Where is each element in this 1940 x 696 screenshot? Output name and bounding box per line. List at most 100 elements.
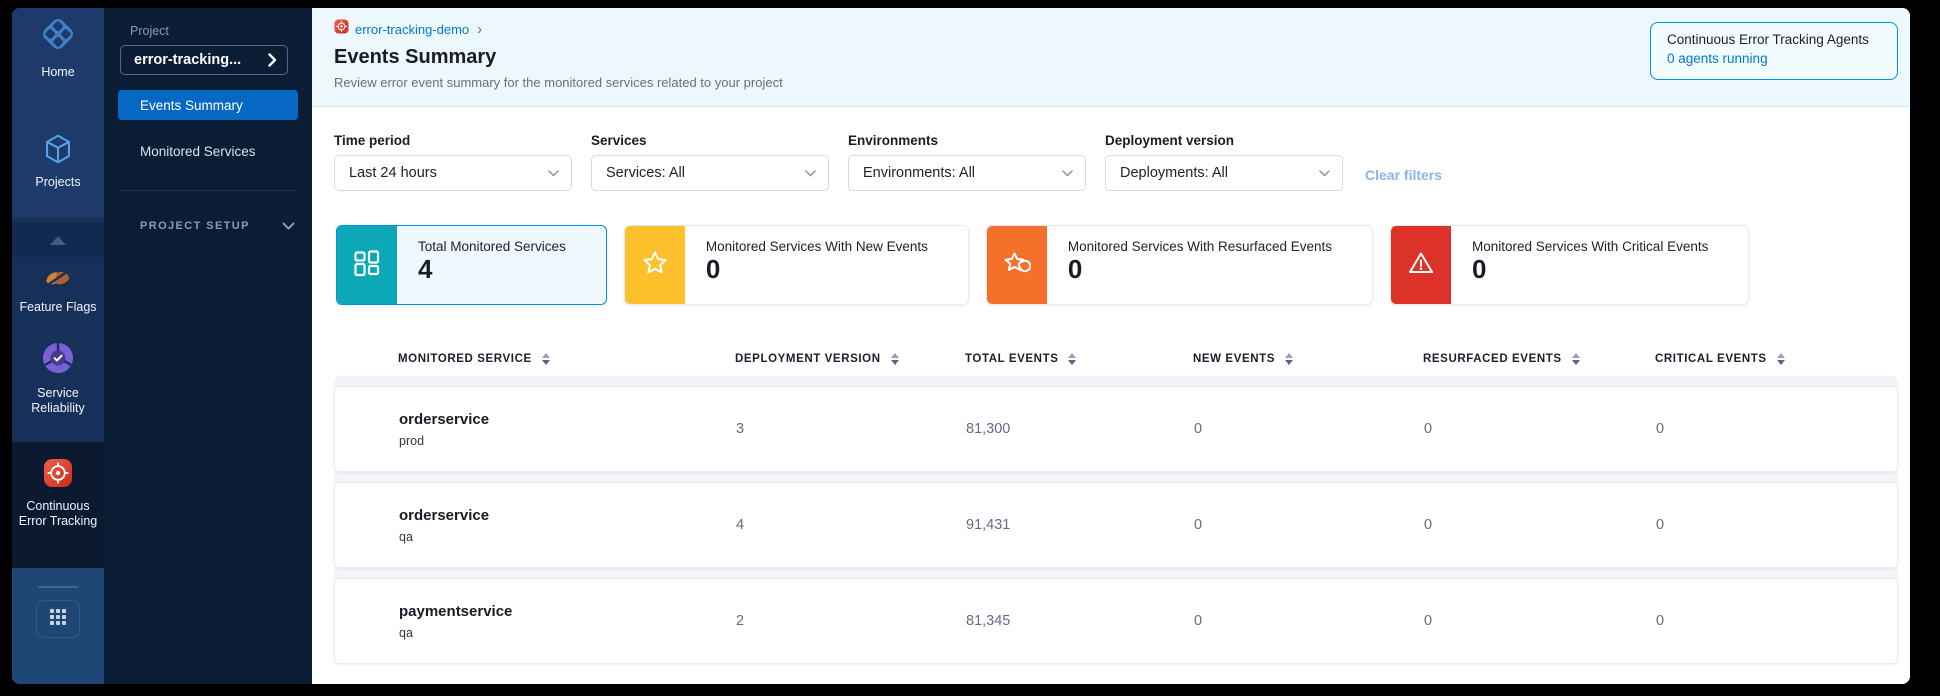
chevron-right-icon — [268, 53, 277, 67]
table-body: orderservice prod 3 81,300 0 0 0 orderse… — [334, 376, 1898, 664]
sidebar-item-events-summary[interactable]: Events Summary — [118, 90, 298, 120]
critical-events-cell: 0 — [1656, 421, 1665, 437]
new-events-cell: 0 — [1194, 613, 1203, 629]
sort-icon[interactable] — [1068, 353, 1077, 365]
card-critical-events[interactable]: Monitored Services With Critical Events … — [1390, 225, 1750, 305]
new-events-cell: 0 — [1194, 517, 1203, 533]
service-environment: qa — [399, 529, 413, 544]
rail-item-feature-flags[interactable]: Feature Flags — [12, 267, 104, 315]
harness-logo-icon — [36, 14, 80, 59]
rail-item-home[interactable]: Home — [12, 8, 104, 80]
waffle-grid-icon — [49, 608, 67, 631]
page-header: error-tracking-demo › Events Summary Rev… — [312, 8, 1910, 107]
card-icon-block — [986, 226, 1047, 304]
deployment-version-cell: 3 — [736, 421, 745, 437]
critical-events-cell: 0 — [1656, 517, 1665, 533]
warning-icon — [1407, 249, 1435, 282]
new-events-cell: 0 — [1194, 421, 1203, 437]
resurfaced-events-cell: 0 — [1424, 421, 1433, 437]
clear-filters-button[interactable]: Clear filters — [1365, 167, 1443, 183]
sort-icon[interactable] — [541, 353, 550, 365]
card-value: 4 — [418, 254, 433, 284]
rail-item-service-reliability[interactable]: Service Reliability — [12, 341, 104, 416]
deployments-value: Deployments: All — [1120, 165, 1228, 181]
card-title: Monitored Services With Critical Events — [1472, 239, 1709, 254]
summary-cards: Total Monitored Services 4 Monitored Ser… — [336, 225, 1910, 305]
card-icon-block — [624, 226, 685, 304]
filter-label: Deployment version — [1105, 133, 1235, 148]
service-name: paymentservice — [399, 602, 513, 620]
resurfaced-events-cell: 0 — [1424, 613, 1433, 629]
rail-divider — [38, 586, 78, 588]
service-name: orderservice — [399, 506, 490, 524]
rail-item-continuous-error-tracking[interactable]: Continuous Error Tracking — [12, 442, 104, 529]
rail-item-projects[interactable]: Projects — [12, 134, 104, 190]
sort-icon[interactable] — [1776, 353, 1785, 365]
deployment-version-cell: 2 — [736, 613, 745, 629]
sidebar-divider — [120, 190, 296, 191]
agents-status-card[interactable]: Continuous Error Tracking Agents 0 agent… — [1650, 22, 1898, 80]
rail-item-label: Feature Flags — [19, 300, 97, 314]
critical-events-cell: 0 — [1656, 613, 1665, 629]
sort-icon[interactable] — [1285, 353, 1294, 365]
sidebar-item-monitored-services[interactable]: Monitored Services — [140, 143, 256, 159]
card-value: 0 — [705, 254, 721, 284]
services-dropdown[interactable]: Services: All — [591, 155, 829, 191]
module-overview-button[interactable] — [36, 600, 80, 638]
filter-label: Services — [591, 133, 647, 148]
rail-item-label: Continuous Error Tracking — [18, 499, 98, 528]
service-name: orderservice — [399, 410, 490, 428]
table-row[interactable]: paymentservice qa 2 81,345 0 0 0 — [334, 578, 1898, 664]
table-row[interactable]: orderservice prod 3 81,300 0 0 0 — [334, 386, 1898, 472]
grid-icon — [353, 249, 381, 282]
module-nav-rail: Home Projects — [12, 8, 104, 684]
column-header-new-events[interactable]: NEW EVENTS — [1193, 353, 1423, 365]
environments-dropdown[interactable]: Environments: All — [848, 155, 1086, 191]
column-header-deployment-version[interactable]: DEPLOYMENT VERSION — [735, 353, 965, 365]
card-icon-block — [1391, 226, 1452, 304]
breadcrumb-project-link[interactable]: error-tracking-demo — [355, 21, 470, 37]
time-period-value: Last 24 hours — [349, 165, 437, 181]
page-subtitle: Review error event summary for the monit… — [334, 75, 783, 90]
cube-icon — [44, 134, 72, 169]
services-value: Services: All — [606, 165, 685, 181]
card-resurfaced-events[interactable]: Monitored Services With Resurfaced Event… — [985, 225, 1374, 305]
chevron-down-icon — [1319, 169, 1330, 177]
rail-item-label: Projects — [35, 174, 81, 189]
time-period-dropdown[interactable]: Last 24 hours — [334, 155, 572, 191]
sort-icon[interactable] — [1571, 353, 1580, 365]
flag-icon — [44, 267, 72, 294]
column-header-critical-events[interactable]: CRITICAL EVENTS — [1655, 353, 1898, 365]
sort-icon[interactable] — [890, 353, 899, 365]
total-events-cell: 81,300 — [966, 421, 1011, 437]
card-total-monitored-services[interactable]: Total Monitored Services 4 — [336, 225, 607, 305]
project-sidebar: Project error-tracking... Events Summary… — [104, 8, 312, 684]
card-icon-block — [337, 226, 397, 304]
rail-item-label: Home — [41, 65, 75, 79]
card-value: 0 — [1472, 254, 1487, 284]
rail-item-label: Service Reliability — [31, 385, 85, 415]
deployment-version-dropdown[interactable]: Deployments: All — [1105, 155, 1343, 191]
star-icon — [641, 249, 669, 282]
main-content: error-tracking-demo › Events Summary Rev… — [312, 8, 1910, 684]
project-setup-section[interactable]: PROJECT SETUP — [140, 220, 295, 232]
app-window: Home Projects — [12, 8, 1910, 684]
column-header-monitored-service[interactable]: MONITORED SERVICE — [334, 353, 735, 365]
table-header-row: MONITORED SERVICE DEPLOYMENT VERSION TOT… — [334, 348, 1898, 370]
deployment-version-cell: 4 — [736, 517, 745, 533]
agents-running-link[interactable]: 0 agents running — [1667, 51, 1768, 66]
column-header-total-events[interactable]: TOTAL EVENTS — [965, 353, 1193, 365]
service-environment: qa — [399, 625, 413, 640]
card-title: Total Monitored Services — [418, 239, 566, 254]
total-events-cell: 91,431 — [966, 517, 1011, 533]
chevron-down-icon — [1062, 169, 1073, 177]
column-header-resurfaced-events[interactable]: RESURFACED EVENTS — [1423, 353, 1655, 365]
card-new-events[interactable]: Monitored Services With New Events 0 — [623, 225, 969, 305]
collapse-modules-button[interactable] — [12, 223, 104, 257]
project-setup-label: PROJECT SETUP — [140, 220, 250, 232]
table-row[interactable]: orderservice qa 4 91,431 0 0 0 — [334, 482, 1898, 568]
filter-bar: Time period Last 24 hours Services Servi… — [312, 107, 1910, 191]
resurfaced-events-cell: 0 — [1424, 517, 1433, 533]
project-selector[interactable]: error-tracking... — [120, 45, 288, 75]
service-environment: prod — [399, 433, 425, 448]
